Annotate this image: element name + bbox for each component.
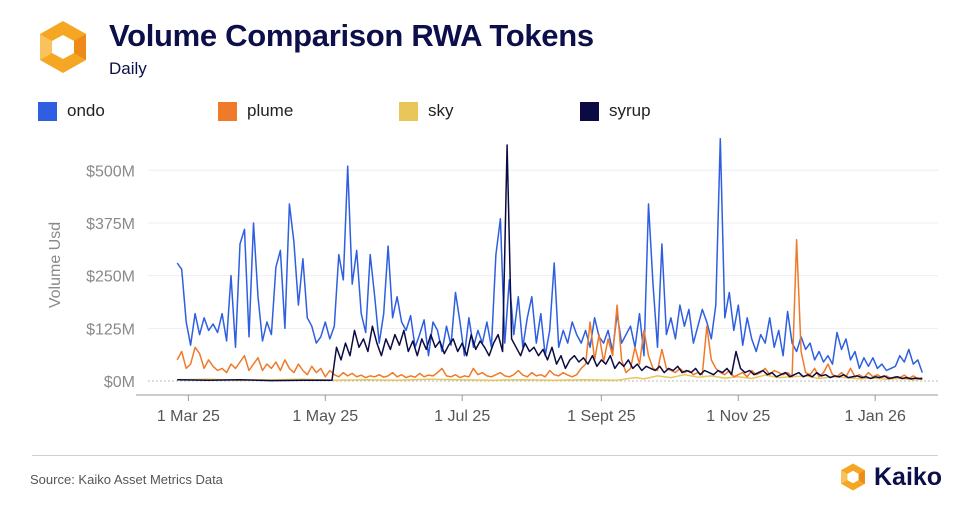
x-tick-label: 1 Nov 25 xyxy=(706,408,770,425)
y-tick-label: $250M xyxy=(86,269,135,286)
x-tick-label: 1 Jul 25 xyxy=(434,408,490,425)
series-line-syrup xyxy=(177,144,923,382)
legend-swatch-syrup xyxy=(580,101,599,121)
y-axis-label: Volume Usd xyxy=(47,222,64,308)
y-tick-label: $125M xyxy=(86,321,135,338)
kaiko-brand: Kaiko xyxy=(838,462,942,492)
x-tick-label: 1 May 25 xyxy=(292,408,358,425)
legend-label-plume: plume xyxy=(247,101,294,120)
x-tick-label: 1 Sept 25 xyxy=(567,408,636,425)
legend-label-sky: sky xyxy=(428,101,454,120)
x-tick-label: 1 Jan 26 xyxy=(844,408,905,425)
series-line-sky xyxy=(177,373,923,381)
legend-label-ondo: ondo xyxy=(67,101,105,120)
legend-item-plume[interactable]: plume xyxy=(218,101,293,121)
y-tick-label: $500M xyxy=(86,163,135,180)
brand-name: Kaiko xyxy=(874,462,943,491)
y-tick-label: $375M xyxy=(86,216,135,233)
x-tick-label: 1 Mar 25 xyxy=(157,408,220,425)
line-chart: $0M $125M $250M $375M $500M 1 Mar 25 1 May 25 1… xyxy=(47,137,938,425)
source-note: Source: Kaiko Asset Metrics Data xyxy=(30,472,223,487)
chart-subtitle: Daily xyxy=(109,59,147,78)
series-line-plume xyxy=(176,239,923,380)
y-tick-label: $0M xyxy=(104,374,135,391)
legend-item-syrup[interactable]: syrup xyxy=(580,101,651,121)
footer-divider xyxy=(32,455,938,456)
legend-swatch-sky xyxy=(399,101,418,121)
kaiko-brand-icon xyxy=(841,463,865,491)
legend-item-sky[interactable]: sky xyxy=(399,101,454,121)
legend-swatch-plume xyxy=(218,101,237,121)
legend-swatch-ondo xyxy=(38,101,57,121)
legend-label-syrup: syrup xyxy=(609,101,651,120)
series-line-ondo xyxy=(176,137,924,373)
chart-legend: ondo plume sky syrup xyxy=(0,101,970,123)
legend-item-ondo[interactable]: ondo xyxy=(38,101,105,121)
chart-title: Volume Comparison RWA Tokens xyxy=(109,18,594,53)
kaiko-logo-icon xyxy=(40,21,86,73)
